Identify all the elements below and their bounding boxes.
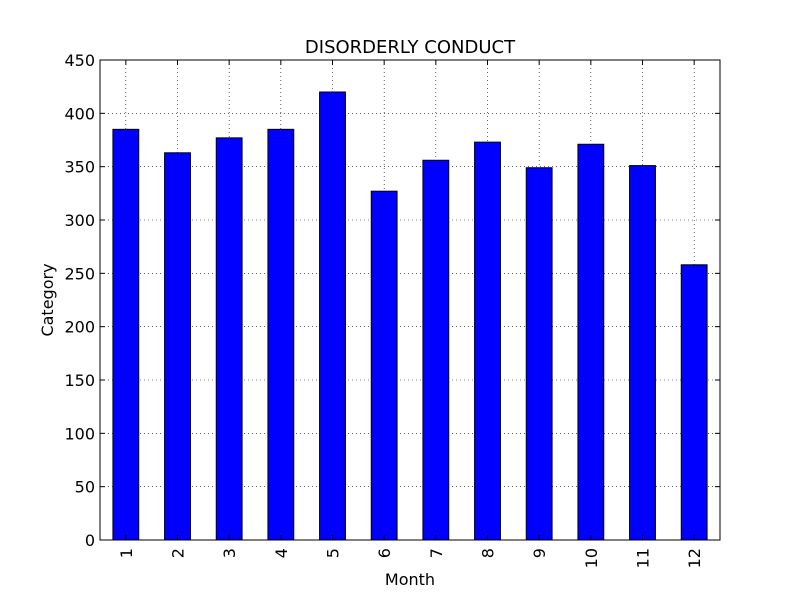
x-tick-label: 4	[272, 548, 291, 558]
y-tick-label: 200	[64, 318, 95, 337]
chart-title: DISORDERLY CONDUCT	[305, 37, 516, 58]
bar-month-8	[474, 141, 501, 541]
bar-month-10	[577, 143, 605, 541]
y-tick-label: 150	[64, 371, 95, 390]
y-tick-label: 350	[64, 158, 95, 177]
x-tick-label: 9	[530, 548, 549, 558]
y-tick-label: 450	[64, 51, 95, 70]
y-tick-label: 250	[64, 264, 95, 283]
bar-month-2	[164, 152, 191, 541]
bar-month-5	[319, 91, 346, 541]
y-tick-label: 50	[75, 478, 95, 497]
bar-month-11	[629, 165, 656, 541]
bar-month-4	[267, 128, 295, 541]
x-tick-label: 6	[375, 548, 394, 558]
y-axis-ticks: 0 50 100 150 200 250 300 350 400 450	[64, 51, 720, 550]
bar-month-3	[215, 137, 243, 541]
x-tick-label: 3	[220, 548, 239, 558]
bar-month-1	[112, 128, 140, 541]
x-tick-label: 5	[324, 548, 343, 558]
x-tick-label: 10	[582, 548, 601, 568]
plot-area	[100, 60, 720, 540]
y-tick-label: 0	[85, 531, 95, 550]
x-tick-label: 8	[479, 548, 498, 558]
y-tick-label: 100	[64, 424, 95, 443]
bar-month-7	[422, 159, 450, 541]
x-tick-label: 7	[427, 548, 446, 558]
x-axis-label: Month	[385, 570, 435, 589]
x-tick-label: 1	[117, 548, 136, 558]
bar-month-12	[680, 264, 708, 541]
x-tick-label: 12	[685, 548, 704, 568]
bar-month-9	[525, 167, 553, 541]
x-tick-label: 11	[634, 548, 653, 568]
bar-month-6	[370, 190, 398, 541]
y-tick-label: 300	[64, 211, 95, 230]
x-tick-label: 2	[169, 548, 188, 558]
x-axis-ticks: 1 2 3 4 5 6 7 8 9 10 11 12	[117, 60, 704, 568]
plot-frame	[99, 59, 721, 541]
y-tick-label: 400	[64, 104, 95, 123]
y-axis-label: Category	[38, 263, 57, 336]
bars	[112, 91, 708, 541]
